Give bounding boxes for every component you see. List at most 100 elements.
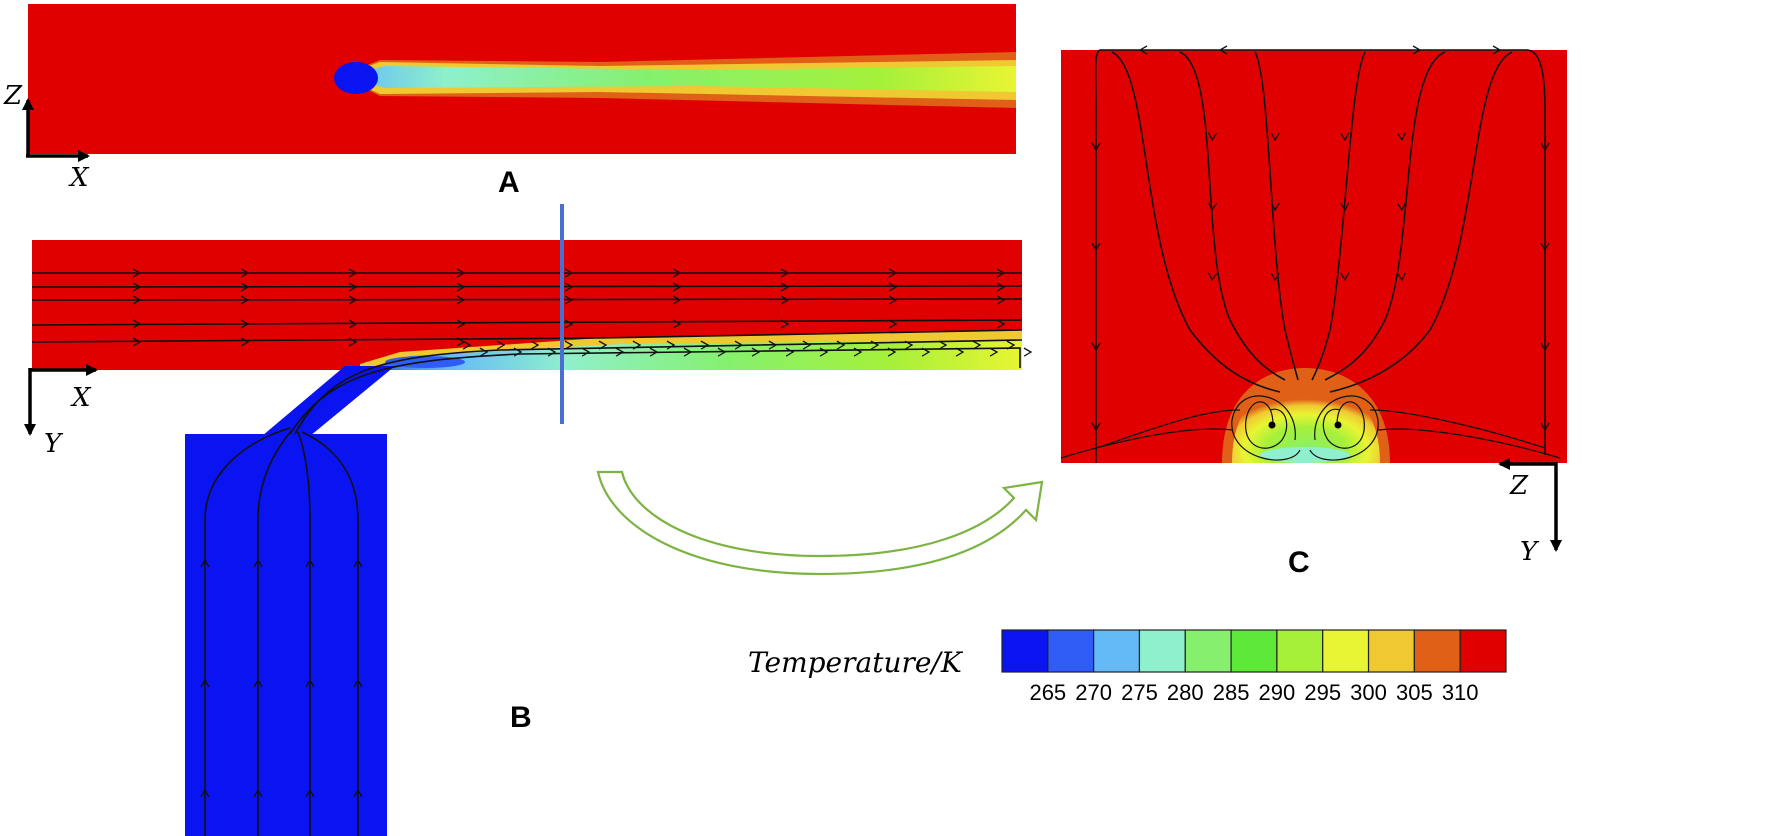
streamline-arrowhead [240,295,250,305]
panel-c-streamline-right-wall [1527,49,1546,455]
streamline-arrowhead [1208,132,1218,142]
streamline-arrowhead [1340,132,1350,142]
streamline-arrowhead [1540,422,1550,432]
streamline-arrowhead [353,678,363,688]
streamline-arrowhead [1340,202,1350,212]
panel-c-streamline-r1 [1324,51,1446,381]
colorbar-swatch [1138,629,1186,673]
streamline-arrowhead [904,340,914,350]
panel-b-cold-plenum [185,434,387,836]
streamline-arrowhead [672,282,682,292]
streamline-arrowhead [1270,202,1280,212]
panel-c-streamline-floor-left-2 [1095,409,1241,449]
streamline-arrowhead [305,678,315,688]
streamline-arrowhead [1396,132,1406,142]
colorbar-title: Temperature/K [748,646,964,679]
streamline-arrowhead [240,319,250,329]
colorbar-swatches [1001,629,1507,673]
streamline-arrowhead [632,340,642,350]
streamline-arrowhead [780,295,790,305]
panel-c-streamline-left-wall [1094,49,1101,463]
streamline-arrowhead [1412,45,1422,55]
plane-transfer-arrow [596,470,1044,576]
colorbar-swatch [1047,629,1095,673]
streamline-arrowhead [564,268,574,278]
streamline-arrowhead [780,319,790,329]
streamline-arrowhead [564,319,574,329]
panel-c-vortex-right-outer [1309,395,1379,461]
streamline-arrowhead [1540,142,1550,152]
streamline-arrowhead [1492,45,1502,55]
streamline-arrowhead [819,347,829,357]
streamline-arrowhead [1540,342,1550,352]
panel-a-jet-core [334,62,378,94]
streamline-arrowhead [253,558,263,568]
streamline-arrowhead [1540,242,1550,252]
panel-b-streamline-10 [297,431,311,836]
streamline-arrowhead [649,347,659,357]
colorbar-tick-label: 265 [1029,680,1066,705]
streamline-arrowhead [700,340,710,350]
streamline-arrowhead [672,295,682,305]
panel-b-streamline-6 [294,339,1023,435]
streamline-arrowhead [955,347,965,357]
panel-c-z-label: Z [1509,471,1529,501]
colorbar-tick-label: 305 [1396,680,1433,705]
panel-a: Z X A [3,4,1016,199]
panel-b-streamline-11 [301,431,359,836]
streamline-arrowhead [887,347,897,357]
colorbar-swatch [1276,629,1324,673]
streamline-arrowhead [996,268,1006,278]
streamline-arrowhead [240,337,250,347]
streamline-arrowhead [253,678,263,688]
panel-b-streamline-9 [257,429,293,836]
panel-b-injection-pipe [262,366,395,436]
streamline-arrowhead [513,347,523,357]
streamline-arrowhead [456,295,466,305]
streamline-arrowhead [1138,45,1148,55]
panel-c-label: C [1288,546,1310,579]
streamline-arrowhead [456,319,466,329]
panel-a-wake-core [345,66,1016,92]
streamline-arrowhead [996,282,1006,292]
streamline-arrowhead [938,340,948,350]
streamline-arrowhead [530,340,540,350]
streamline-arrowhead [456,282,466,292]
colorbar-swatch [1322,629,1370,673]
colorbar-swatch [1230,629,1278,673]
panel-c-vortex-left [1245,401,1288,449]
streamline-arrowhead [1208,272,1218,282]
streamline-arrowhead [785,347,795,357]
streamline-arrowhead [888,282,898,292]
colorbar-tick-label: 280 [1167,680,1204,705]
panel-c-streamline-r3 [1329,51,1513,393]
streamline-arrowhead [672,268,682,278]
panel-b-streamline-5 [31,329,1023,343]
panel-b-label: B [510,701,532,734]
streamline-arrowhead [615,347,625,357]
colorbar-tick-label: 300 [1350,680,1387,705]
streamline-arrowhead [132,319,142,329]
panel-b-streamline-7 [289,347,1021,435]
panel-c-streamline-floor-right-2 [1369,409,1546,449]
streamline-arrowhead [479,347,489,357]
panel-c-streamline-l3 [1111,51,1281,393]
streamline-arrowhead [751,347,761,357]
panel-b-streamline-4 [31,319,1023,326]
streamline-arrowhead [132,282,142,292]
streamline-arrowhead [717,347,727,357]
streamline-arrowhead [996,295,1006,305]
panel-c-streamline-floor-right [1377,428,1561,459]
colorbar-swatch [1459,629,1507,673]
streamline-arrowhead [348,295,358,305]
colorbar-tick-label: 285 [1213,680,1250,705]
colorbar-tick-label: 275 [1121,680,1158,705]
streamline-arrowhead [305,558,315,568]
panel-c: Z Y C [1060,45,1567,579]
streamline-arrowhead [734,340,744,350]
streamline-arrowhead [1091,142,1101,152]
streamline-arrowhead [353,788,363,798]
streamline-arrowhead [496,340,506,350]
streamline-arrowhead [802,340,812,350]
streamline-arrowhead [200,678,210,688]
